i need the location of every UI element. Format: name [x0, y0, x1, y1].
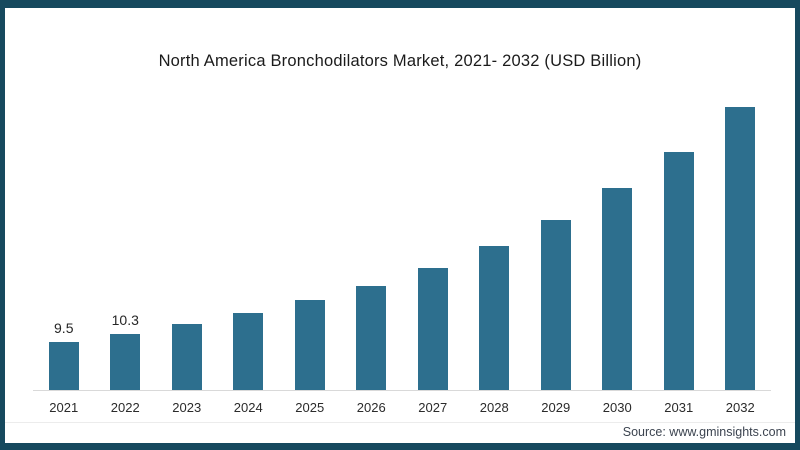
- bar-column-2025: [279, 8, 341, 390]
- x-tick-label-2032: 2032: [725, 400, 755, 415]
- bar-2023: [171, 324, 202, 390]
- bar-2025: [294, 300, 325, 390]
- chart-title: North America Bronchodilators Market, 20…: [158, 52, 642, 70]
- x-tick-label-2028: 2028: [479, 400, 509, 415]
- bar-column-2023: [156, 8, 218, 390]
- x-axis-line: [33, 390, 771, 391]
- bar-column-2029: [525, 8, 587, 390]
- x-tick-label-2023: 2023: [172, 400, 202, 415]
- bar-2030: [602, 188, 633, 390]
- x-tick-label-2021: 2021: [49, 400, 79, 415]
- source-text: Source: www.gminsights.com: [622, 425, 786, 439]
- bar-column-2021: 9.5: [33, 8, 95, 390]
- bar-column-2030: [587, 8, 649, 390]
- bar-2028: [479, 246, 510, 390]
- x-tick-label-2029: 2029: [541, 400, 571, 415]
- bar-column-2027: [402, 8, 464, 390]
- bar-column-2031: [648, 8, 710, 390]
- bar-value-label-2021: 9.5: [54, 320, 74, 336]
- x-tick-label-2025: 2025: [295, 400, 325, 415]
- bar-2024: [233, 313, 264, 390]
- bar-column-2028: [464, 8, 526, 390]
- x-tick-label-2026: 2026: [356, 400, 386, 415]
- bar-column-2024: [218, 8, 280, 390]
- x-tick-label-2031: 2031: [664, 400, 694, 415]
- bar-2026: [356, 286, 387, 390]
- footer-divider: [5, 422, 795, 423]
- chart-canvas: North America Bronchodilators Market, 20…: [5, 8, 795, 443]
- bar-column-2026: [341, 8, 403, 390]
- plot-area: 9.5 10.3 2021 2022 2023 2024 2025 2026 2027 2028…: [33, 8, 771, 415]
- bar-2027: [417, 268, 448, 390]
- bar-2022: [110, 334, 141, 390]
- bar-2021: [48, 342, 79, 390]
- bar-2031: [663, 152, 694, 390]
- x-tick-label-2022: 2022: [110, 400, 140, 415]
- x-axis-labels: 2021 2022 2023 2024 2025 2026 2027 2028 2029 2030…: [33, 400, 771, 415]
- bars-group: 9.5 10.3: [33, 8, 771, 390]
- bar-value-label-2022: 10.3: [111, 312, 139, 328]
- bar-column-2022: 10.3: [95, 8, 157, 390]
- x-tick-label-2027: 2027: [418, 400, 448, 415]
- bar-2029: [540, 220, 571, 390]
- bar-column-2032: [710, 8, 772, 390]
- x-tick-label-2030: 2030: [602, 400, 632, 415]
- x-tick-label-2024: 2024: [233, 400, 263, 415]
- bar-2032: [725, 107, 756, 390]
